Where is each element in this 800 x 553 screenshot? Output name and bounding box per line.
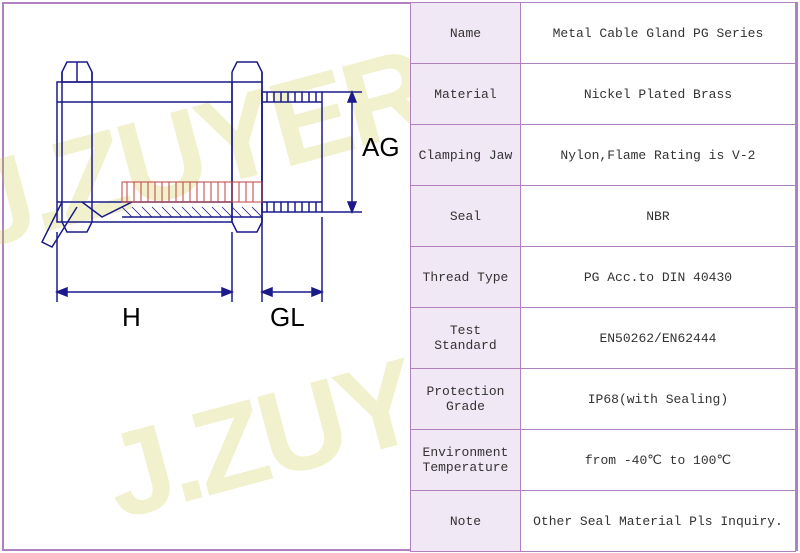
dimension-label-ag: AG (362, 132, 400, 163)
spec-label: Seal (411, 186, 521, 247)
spec-value: EN50262/EN62444 (520, 308, 795, 369)
spec-label: Test Standard (411, 308, 521, 369)
dimension-label-h: H (122, 302, 141, 333)
spec-value: PG Acc.to DIN 40430 (520, 247, 795, 308)
dimension-label-gl: GL (270, 302, 305, 333)
spec-label: Material (411, 64, 521, 125)
spec-value: Other Seal Material Pls Inquiry. (520, 491, 795, 552)
spec-label: Note (411, 491, 521, 552)
spec-label: Name (411, 3, 521, 64)
spec-label: Clamping Jaw (411, 125, 521, 186)
spec-label: Thread Type (411, 247, 521, 308)
spec-value: NBR (520, 186, 795, 247)
technical-drawing: AG H GL (2, 2, 410, 551)
spec-value: Nylon,Flame Rating is V-2 (520, 125, 795, 186)
spec-label: Protection Grade (411, 369, 521, 430)
spec-label: Environment Temperature (411, 430, 521, 491)
spec-value: IP68(with Sealing) (520, 369, 795, 430)
spec-value: Nickel Plated Brass (520, 64, 795, 125)
spec-value: from -40℃ to 100℃ (520, 430, 795, 491)
specifications-table: NameMetal Cable Gland PG SeriesMaterialN… (410, 2, 796, 552)
cable-gland-drawing (32, 22, 392, 362)
spec-value: Metal Cable Gland PG Series (520, 3, 795, 64)
